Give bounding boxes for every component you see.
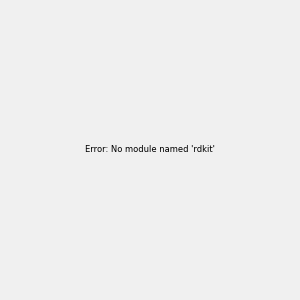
Text: Error: No module named 'rdkit': Error: No module named 'rdkit': [85, 146, 215, 154]
